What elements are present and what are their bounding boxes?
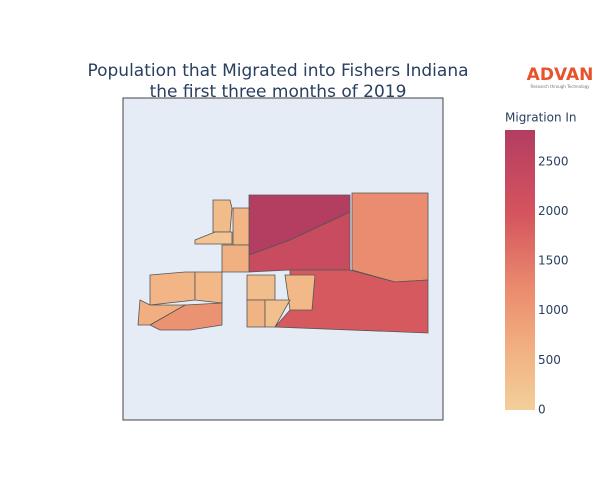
colorbar-title: Migration In <box>505 111 577 125</box>
title-line: the first three months of 2019 <box>150 82 407 102</box>
region <box>149 271 196 306</box>
colorbar <box>505 130 535 410</box>
region <box>232 207 250 246</box>
logo-tagline: Research through Technology <box>530 84 590 89</box>
region <box>246 299 266 328</box>
region <box>351 192 429 283</box>
region <box>212 199 233 233</box>
region <box>246 274 276 301</box>
logo-name: ADVAN <box>527 65 594 85</box>
colorbar-tick-label: 1500 <box>538 254 569 268</box>
region <box>284 274 316 311</box>
title-line: Population that Migrated into Fishers In… <box>87 61 468 81</box>
colorbar-tick-label: 2000 <box>538 204 569 218</box>
region <box>194 231 233 245</box>
colorbar-tick-label: 2500 <box>538 154 569 168</box>
region <box>221 244 250 273</box>
colorbar-tick-label: 0 <box>538 403 546 417</box>
region <box>194 271 223 304</box>
colorbar-tick-label: 500 <box>538 353 561 367</box>
colorbar-tick-label: 1000 <box>538 303 569 317</box>
region <box>137 299 187 326</box>
region <box>264 299 291 328</box>
